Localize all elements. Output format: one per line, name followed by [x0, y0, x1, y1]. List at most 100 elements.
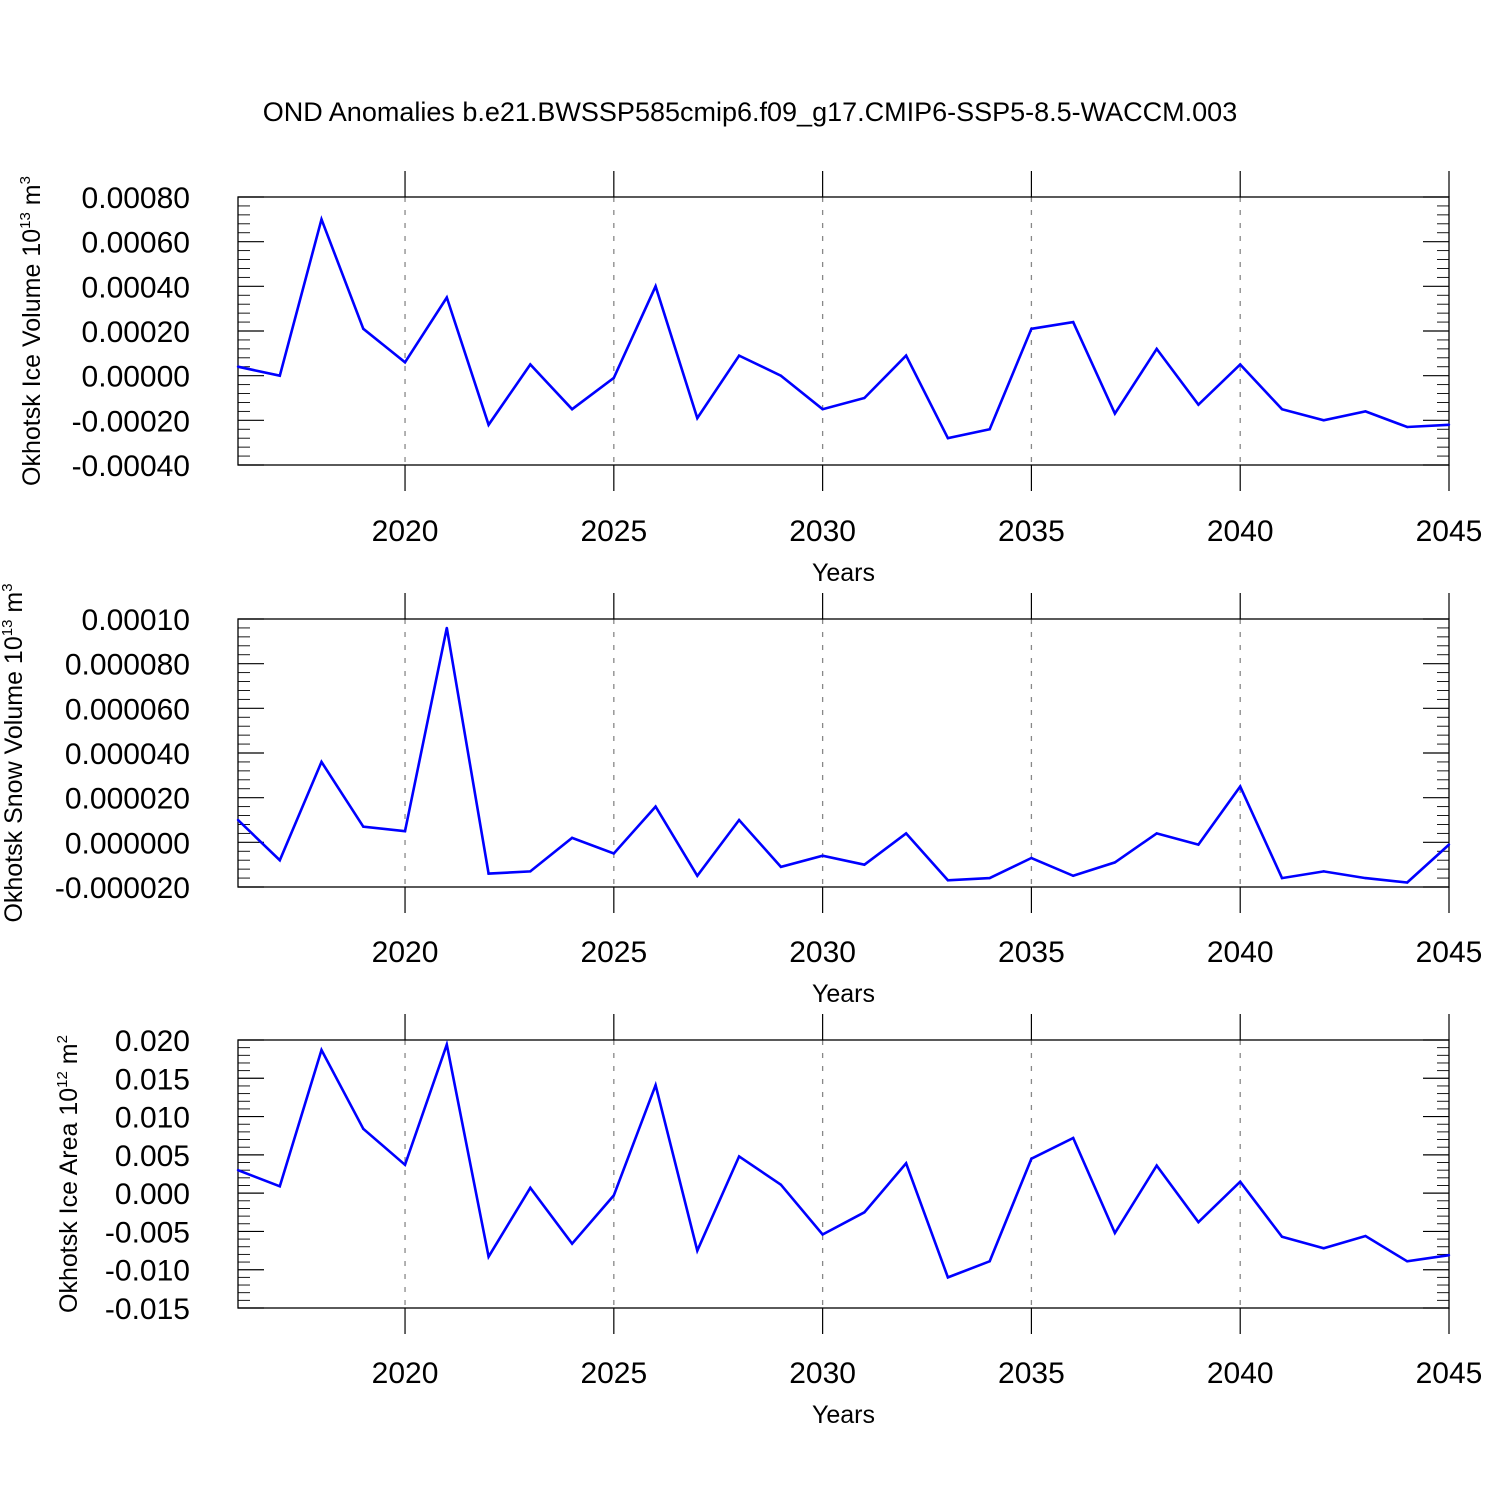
- y-tick-label: 0.000060: [65, 693, 190, 726]
- data-point: [1280, 1235, 1284, 1238]
- y-tick-label: 0.015: [115, 1063, 190, 1096]
- x-tick-label: 2035: [998, 936, 1065, 969]
- data-point: [529, 1186, 532, 1189]
- data-point: [1280, 876, 1284, 880]
- data-point: [278, 374, 281, 377]
- data-point: [654, 285, 657, 288]
- data-point: [1197, 1221, 1200, 1224]
- data-point: [236, 365, 240, 368]
- data-point: [1197, 403, 1200, 406]
- panels-group: 0.00080 0.00060 0.00040 0.00020 0.00000 -0.00…: [0, 171, 1482, 1429]
- data-point: [821, 407, 824, 411]
- x-tick-label: 2040: [1207, 1357, 1274, 1390]
- y-tick-label: -0.015: [105, 1293, 190, 1326]
- data-point: [445, 626, 448, 630]
- data-point: [362, 327, 365, 330]
- plot-frame: [237, 1039, 1450, 1309]
- data-point: [487, 423, 490, 426]
- x-tick-label: 2045: [1416, 515, 1483, 548]
- y-tick-label: -0.00020: [72, 405, 190, 438]
- y-tick-label: 0.005: [115, 1140, 190, 1173]
- data-point: [236, 818, 240, 822]
- y-tick-label: 0.000080: [65, 649, 190, 682]
- data-point: [1155, 347, 1158, 351]
- data-point: [570, 1242, 574, 1245]
- y-tick-label: 0.010: [115, 1102, 190, 1135]
- data-point: [1030, 856, 1033, 860]
- data-point: [529, 870, 532, 873]
- data-point: [1364, 876, 1367, 880]
- x-tick-label: 2040: [1207, 515, 1274, 548]
- data-point: [946, 437, 950, 440]
- data-point: [654, 1083, 657, 1087]
- data-point: [612, 852, 616, 855]
- x-tick-label: 2045: [1416, 936, 1483, 969]
- data-point: [1447, 1253, 1451, 1257]
- y-tick-label: 0.00080: [82, 182, 190, 215]
- data-point: [1364, 410, 1367, 413]
- data-point: [988, 1260, 991, 1263]
- data-point: [696, 416, 699, 420]
- y-tick-label: -0.010: [105, 1255, 190, 1288]
- y-tick-label: -0.005: [105, 1216, 190, 1249]
- y-tick-label: 0.020: [115, 1025, 190, 1058]
- x-tick-label: 2020: [372, 936, 439, 969]
- panel-1: 0.00080 0.00060 0.00040 0.00020 0.00000 -0.00…: [17, 171, 1482, 587]
- data-point: [1239, 785, 1242, 788]
- y-tick-label: 0.000040: [65, 738, 190, 771]
- figure-title: OND Anomalies b.e21.BWSSP585cmip6.f09_g1…: [263, 97, 1237, 127]
- data-point: [863, 396, 866, 400]
- x-axis-title: Years: [812, 559, 875, 587]
- series-line: [237, 1039, 1450, 1280]
- y-tick-label: 0.00060: [82, 227, 190, 260]
- data-point: [1155, 1164, 1158, 1167]
- data-point: [904, 354, 908, 357]
- data-point: [1406, 425, 1409, 429]
- data-point: [529, 363, 532, 366]
- data-point: [904, 1162, 908, 1165]
- x-tick-label: 2025: [580, 1357, 647, 1390]
- data-point: [1447, 843, 1451, 846]
- data-point: [1071, 320, 1075, 324]
- data-point: [403, 1163, 407, 1167]
- x-tick-label: 2025: [580, 515, 647, 548]
- x-tick-label: 2030: [789, 936, 856, 969]
- data-point: [236, 1168, 240, 1172]
- data-point: [1113, 861, 1117, 864]
- data-point: [1406, 881, 1409, 884]
- data-point: [612, 1194, 616, 1197]
- data-point: [362, 825, 365, 828]
- y-tick-label: -0.000020: [55, 872, 190, 905]
- data-point: [1406, 1260, 1409, 1263]
- data-point: [737, 1155, 741, 1158]
- y-axis-title: Okhotsk Ice Volume 1013 m3: [17, 176, 46, 486]
- x-tick-label: 2020: [372, 1357, 439, 1390]
- data-point: [1239, 1180, 1242, 1183]
- data-point: [320, 760, 323, 764]
- y-tick-label: 0.00020: [82, 316, 190, 349]
- y-tick-label: 0.00000: [82, 361, 190, 394]
- x-tick-label: 2020: [372, 515, 439, 548]
- panel-2: 0.00010 0.000080 0.000060 0.000040 0.000020 0…: [0, 583, 1482, 1008]
- x-tick-label: 2030: [789, 1357, 856, 1390]
- data-point: [445, 296, 448, 299]
- data-point: [821, 854, 824, 857]
- y-tick-label: -0.00040: [72, 450, 190, 483]
- y-axis-title: Okhotsk Snow Volume 1013 m3: [0, 583, 28, 922]
- data-point: [988, 428, 991, 431]
- data-point: [1071, 1136, 1075, 1140]
- data-point: [863, 1211, 866, 1214]
- x-tick-label: 2025: [580, 936, 647, 969]
- plot-frame: [237, 196, 1450, 466]
- data-point: [696, 874, 699, 878]
- data-point: [737, 818, 741, 822]
- data-point: [1239, 363, 1242, 366]
- data-point: [445, 1043, 448, 1046]
- x-tick-label: 2035: [998, 515, 1065, 548]
- data-point: [946, 879, 950, 882]
- y-tick-label: 0.000: [115, 1178, 190, 1211]
- y-axis-title: Okhotsk Ice Area 1012 m2: [54, 1035, 83, 1313]
- data-point: [821, 1233, 824, 1236]
- data-point: [362, 1127, 365, 1131]
